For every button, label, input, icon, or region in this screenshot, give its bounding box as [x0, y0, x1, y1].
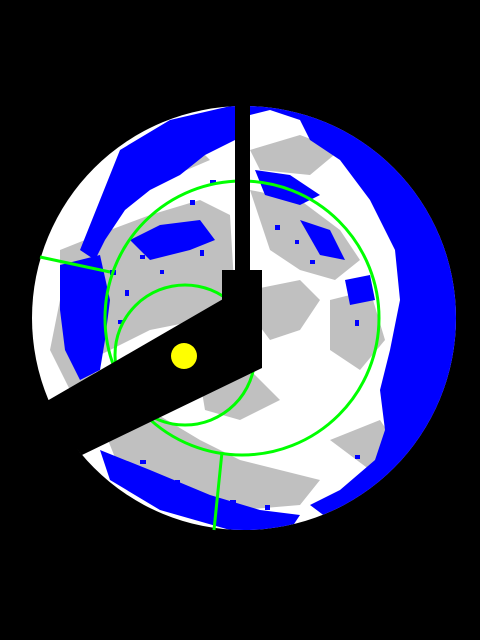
sun-marker [171, 343, 197, 369]
cloud-texture [110, 180, 360, 510]
shadowband-vertical-arm [235, 95, 250, 275]
radial-grid-line-west [39, 255, 111, 274]
shadowband [40, 95, 262, 455]
shadowband-diagonal-arm [40, 295, 262, 455]
radial-grid-line-south [212, 451, 224, 531]
clear-sky-layer [60, 106, 456, 530]
